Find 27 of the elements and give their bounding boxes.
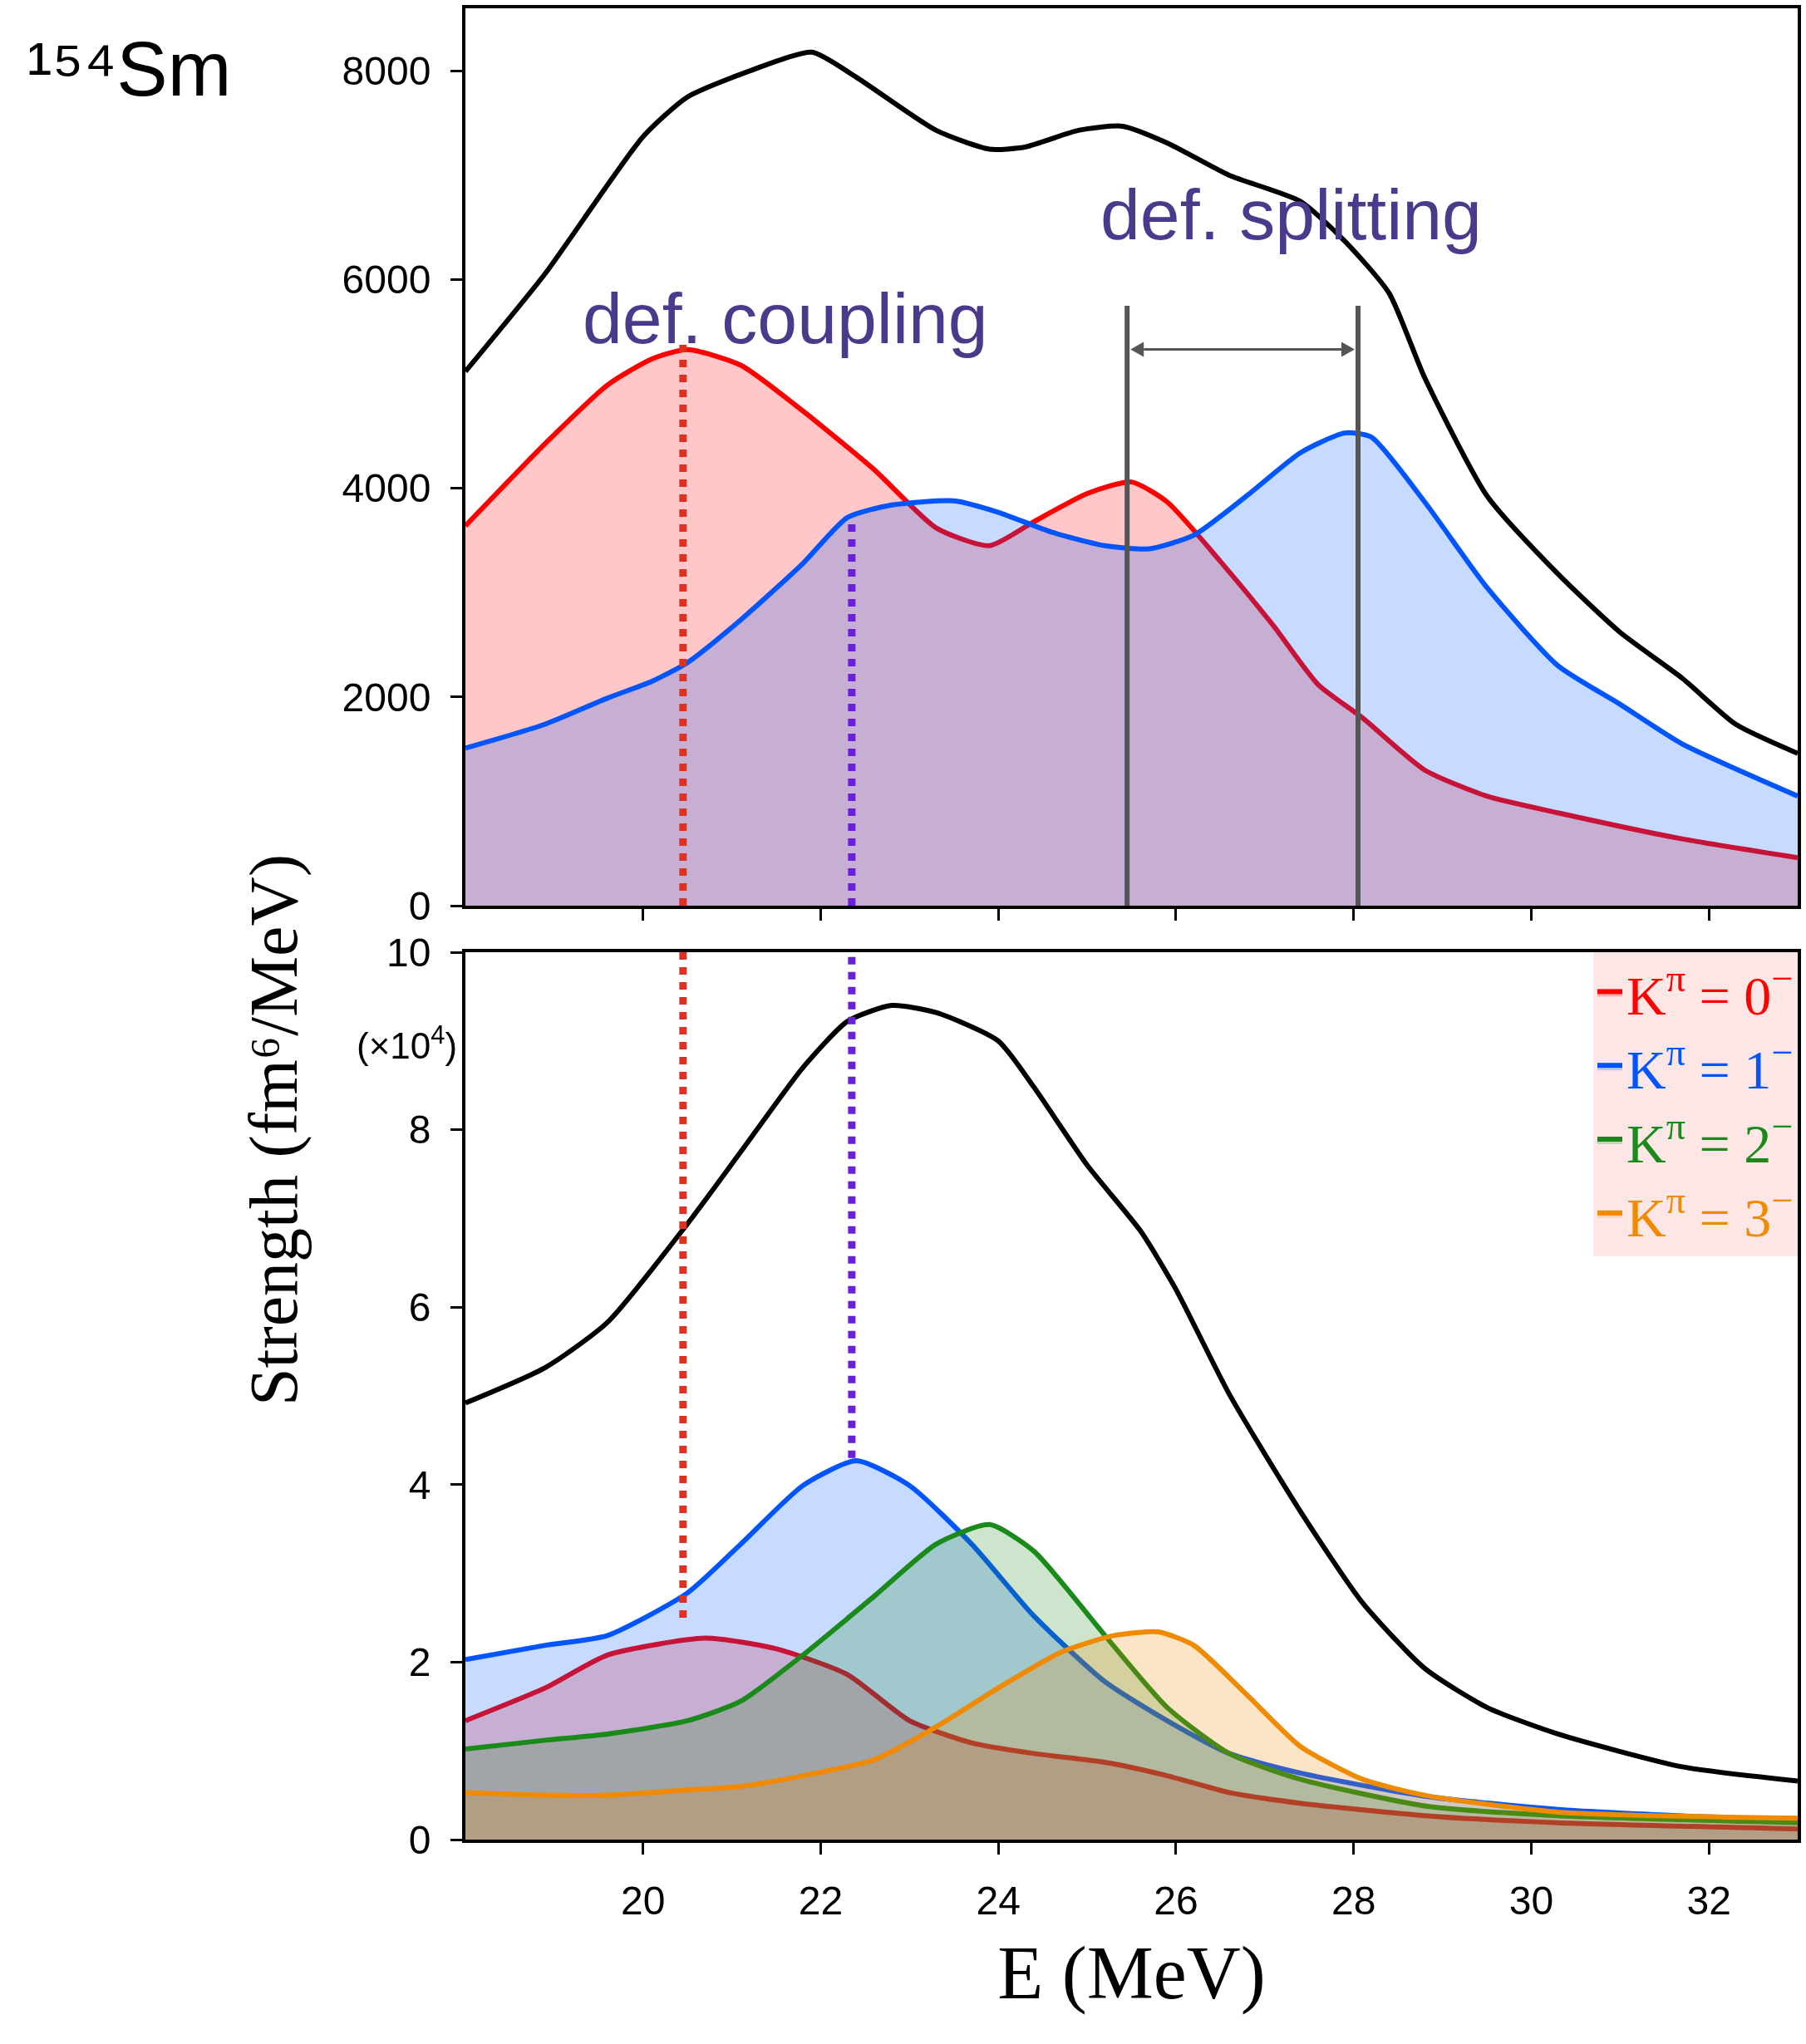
y-tick-label: 6000 bbox=[342, 258, 431, 302]
y-tick-label: 4000 bbox=[342, 466, 431, 511]
y-tick-label: 6 bbox=[408, 1285, 431, 1329]
x-tick-label: 20 bbox=[621, 1878, 666, 1923]
text: (×10$^{4}$) bbox=[357, 1020, 458, 1067]
y-tick-label: 0 bbox=[408, 1817, 431, 1862]
legend-label: K$^{π}$ = 2$^{−}$ bbox=[1626, 1105, 1794, 1174]
text: ¹⁵⁴Sm bbox=[27, 27, 232, 111]
legend-label: K$^{π}$ = 1$^{−}$ bbox=[1626, 1031, 1794, 1100]
legend-label: K$^{π}$ = 3$^{−}$ bbox=[1626, 1178, 1794, 1248]
x-tick-label: 24 bbox=[976, 1878, 1021, 1923]
x-axis-title: E (MeV) bbox=[997, 1931, 1266, 2015]
y-tick-label: 2000 bbox=[342, 675, 431, 720]
x-tick-label: 30 bbox=[1508, 1878, 1554, 1923]
y-tick-label: 0 bbox=[408, 883, 431, 928]
y-axis-title: Strength (fm⁶/MeV) bbox=[235, 854, 312, 1406]
y-tick-label: 2 bbox=[408, 1640, 431, 1685]
x-tick-label: 28 bbox=[1331, 1878, 1376, 1923]
y-tick-label: 8000 bbox=[342, 49, 431, 94]
y-tick-label: 10 bbox=[386, 930, 431, 975]
y-tick-label: 8 bbox=[408, 1108, 431, 1152]
legend-label: K$^{π}$ = 0$^{−}$ bbox=[1626, 957, 1794, 1027]
x-tick-label: 26 bbox=[1154, 1878, 1198, 1923]
y-tick-label: 4 bbox=[408, 1462, 431, 1507]
x-tick-label: 22 bbox=[798, 1878, 844, 1923]
x-tick-label: 32 bbox=[1686, 1878, 1731, 1923]
annotation: def. coupling bbox=[583, 278, 988, 358]
